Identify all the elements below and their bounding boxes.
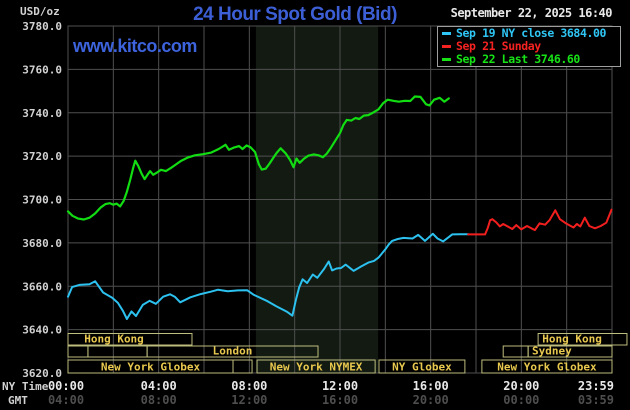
session-label: London [213, 345, 253, 358]
x-axis-nytime-tick: 08:00 [231, 379, 267, 393]
legend-item: Sep 19 NY close 3684.00 [438, 27, 620, 40]
chart-legend: Sep 19 NY close 3684.00 Sep 21 Sunday Sep … [437, 26, 621, 67]
session-box [527, 345, 613, 358]
legend-dash-icon [442, 32, 451, 35]
x-axis-gmt-tick: 12:00 [231, 393, 267, 407]
x-axis-gmt-tick: 04:00 [48, 393, 84, 407]
y-axis-tick-label: 3680.0 [22, 237, 62, 250]
session-box [256, 359, 376, 374]
x-axis-nytime-tick: 12:00 [322, 379, 358, 393]
session-box [67, 333, 193, 346]
kitco-watermark-link[interactable]: www.kitco.com [73, 36, 197, 56]
datetime-label: September 22, 2025 16:40 [450, 6, 613, 20]
price-line-sep-19-ny-close [67, 232, 470, 320]
y-axis-tick-label: 3720.0 [22, 150, 62, 163]
x-axis-row2-label: GMT [8, 394, 28, 407]
legend-dash-icon [442, 58, 451, 61]
session-label: Hong Kong [542, 333, 602, 346]
session-label: Sydney [532, 345, 572, 358]
page-title: 24 Hour Spot Gold (Bid) [193, 4, 397, 25]
x-axis-row1-label: NY Time [2, 380, 49, 393]
y-axis-tick-label: 3740.0 [22, 107, 62, 120]
x-axis-nytime-tick: 16:00 [413, 379, 449, 393]
session-box [537, 333, 628, 346]
y-axis-tick-label: 3640.0 [22, 324, 62, 337]
legend-item: Sep 21 Sunday [438, 40, 620, 53]
session-label: NY Globex [392, 361, 452, 374]
session-box [232, 359, 253, 374]
session-label: Hong Kong [84, 333, 144, 346]
session-box [378, 359, 466, 374]
x-axis-gmt-tick: 08:00 [141, 393, 177, 407]
unit-label: USD/oz [20, 5, 60, 18]
legend-dash-icon [442, 45, 451, 48]
price-line-sep-21-sunday [467, 208, 613, 236]
price-line-sep-22-last [66, 95, 450, 221]
session-label: New York NYMEX [270, 361, 363, 374]
y-axis-tick-label: 3760.0 [22, 63, 62, 76]
x-axis-gmt-tick: 03:59 [578, 393, 614, 407]
session-label: New York Globex [101, 361, 201, 374]
session-box [146, 345, 319, 358]
y-axis-tick-label: 3780.0 [22, 20, 62, 33]
session-box [481, 359, 613, 374]
x-axis-nytime-tick: 04:00 [141, 379, 177, 393]
x-axis-gmt-tick: 16:00 [322, 393, 358, 407]
legend-item: Sep 22 Last 3746.60 [438, 53, 620, 66]
legend-item-label: Sep 21 Sunday [456, 39, 541, 53]
x-axis-nytime-tick: 00:00 [48, 379, 84, 393]
y-axis-tick-label: 3660.0 [22, 280, 62, 293]
x-axis-gmt-tick: 00:00 [503, 393, 539, 407]
y-axis-tick-label: 3620.0 [22, 367, 62, 380]
x-axis-gmt-tick: 20:00 [413, 393, 449, 407]
x-axis-nytime-tick: 20:00 [503, 379, 539, 393]
legend-item-label: Sep 19 NY close 3684.00 [456, 26, 607, 40]
x-axis-nytime-tick: 23:59 [578, 379, 614, 393]
legend-item-label: Sep 22 Last 3746.60 [456, 52, 580, 66]
y-axis-tick-label: 3700.0 [22, 194, 62, 207]
session-label: New York Globex [497, 361, 597, 374]
